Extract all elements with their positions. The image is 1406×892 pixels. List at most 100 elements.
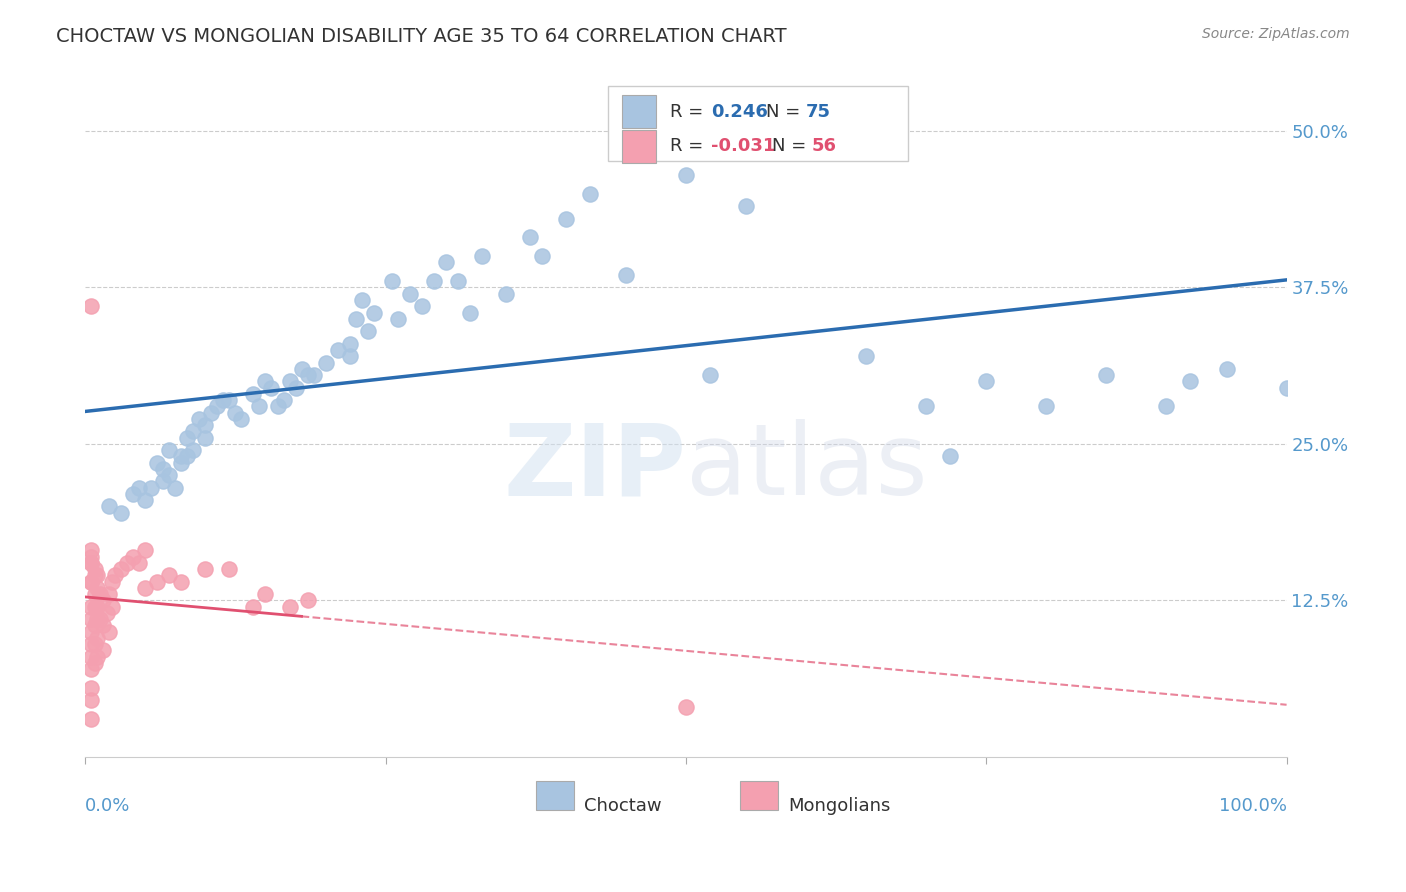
Point (350, 293, 373, 307)
Point (89, 612, 111, 626)
Point (165, 481, 187, 495)
Point (152, 462, 174, 476)
Point (735, 199, 758, 213)
Point (290, 361, 312, 376)
Point (96, 606, 118, 620)
Point (284, 381, 307, 395)
Text: R =: R = (671, 137, 709, 155)
Point (84, 599, 107, 614)
Point (447, 274, 470, 288)
Point (458, 305, 481, 319)
Point (80, 712, 103, 726)
Point (194, 562, 217, 576)
Point (80, 681, 103, 695)
Point (122, 487, 145, 501)
Point (254, 587, 277, 601)
Point (84, 656, 107, 670)
Point (84, 618, 107, 632)
Point (218, 562, 240, 576)
Point (675, 168, 697, 182)
Point (157, 468, 180, 483)
Point (134, 543, 156, 558)
Point (278, 599, 301, 614)
FancyBboxPatch shape (740, 781, 779, 811)
Text: -0.031: -0.031 (711, 137, 776, 155)
Point (110, 562, 132, 576)
Point (117, 556, 139, 570)
Point (1095, 368, 1118, 382)
Point (297, 593, 319, 607)
Text: Mongolians: Mongolians (787, 797, 890, 814)
Point (1156, 400, 1178, 414)
Text: 0.246: 0.246 (711, 103, 768, 121)
Point (141, 481, 163, 495)
Point (326, 343, 349, 357)
Text: ZIP: ZIP (503, 419, 686, 516)
Point (249, 400, 271, 414)
Point (218, 393, 240, 408)
Point (231, 412, 253, 426)
Point (422, 274, 444, 288)
Point (183, 443, 205, 458)
Point (170, 456, 193, 470)
Point (194, 431, 217, 445)
Point (699, 368, 721, 382)
Text: atlas: atlas (686, 419, 928, 516)
Point (86, 581, 108, 595)
Point (224, 406, 246, 420)
Point (134, 493, 156, 508)
Point (614, 268, 637, 282)
Point (98, 587, 121, 601)
Point (152, 475, 174, 489)
Point (98, 500, 121, 514)
Point (260, 381, 283, 395)
Point (80, 693, 103, 707)
FancyBboxPatch shape (623, 129, 657, 163)
Text: CHOCTAW VS MONGOLIAN DISABILITY AGE 35 TO 64 CORRELATION CHART: CHOCTAW VS MONGOLIAN DISABILITY AGE 35 T… (56, 27, 787, 45)
FancyBboxPatch shape (623, 95, 657, 128)
Point (84, 568, 107, 582)
Point (100, 574, 122, 589)
Point (80, 299, 103, 313)
Point (273, 393, 295, 408)
Point (86, 631, 108, 645)
Point (315, 355, 337, 369)
Point (80, 549, 103, 564)
Point (254, 375, 277, 389)
Text: Source: ZipAtlas.com: Source: ZipAtlas.com (1202, 27, 1350, 41)
Point (212, 393, 235, 408)
Point (98, 624, 121, 639)
Point (939, 450, 962, 464)
Point (194, 418, 217, 433)
Point (1180, 375, 1202, 389)
Point (579, 186, 602, 201)
Point (146, 574, 169, 589)
Point (80, 543, 103, 558)
Point (89, 587, 111, 601)
Point (84, 637, 107, 651)
Point (297, 368, 319, 382)
Point (80, 662, 103, 676)
Point (794, 136, 817, 151)
Point (434, 255, 457, 269)
Point (80, 649, 103, 664)
Text: N =: N = (772, 137, 813, 155)
Point (675, 699, 697, 714)
Point (80, 574, 103, 589)
Point (519, 230, 541, 244)
Point (80, 637, 103, 651)
Text: R =: R = (671, 103, 709, 121)
Point (157, 568, 180, 582)
Text: 100.0%: 100.0% (1219, 797, 1286, 814)
Point (344, 311, 367, 326)
Point (1035, 400, 1057, 414)
Point (128, 481, 150, 495)
Point (80, 574, 103, 589)
Point (242, 599, 264, 614)
Point (356, 324, 378, 338)
Point (387, 311, 409, 326)
Point (855, 349, 877, 363)
Point (128, 556, 150, 570)
Text: 75: 75 (806, 103, 831, 121)
Point (381, 274, 404, 288)
